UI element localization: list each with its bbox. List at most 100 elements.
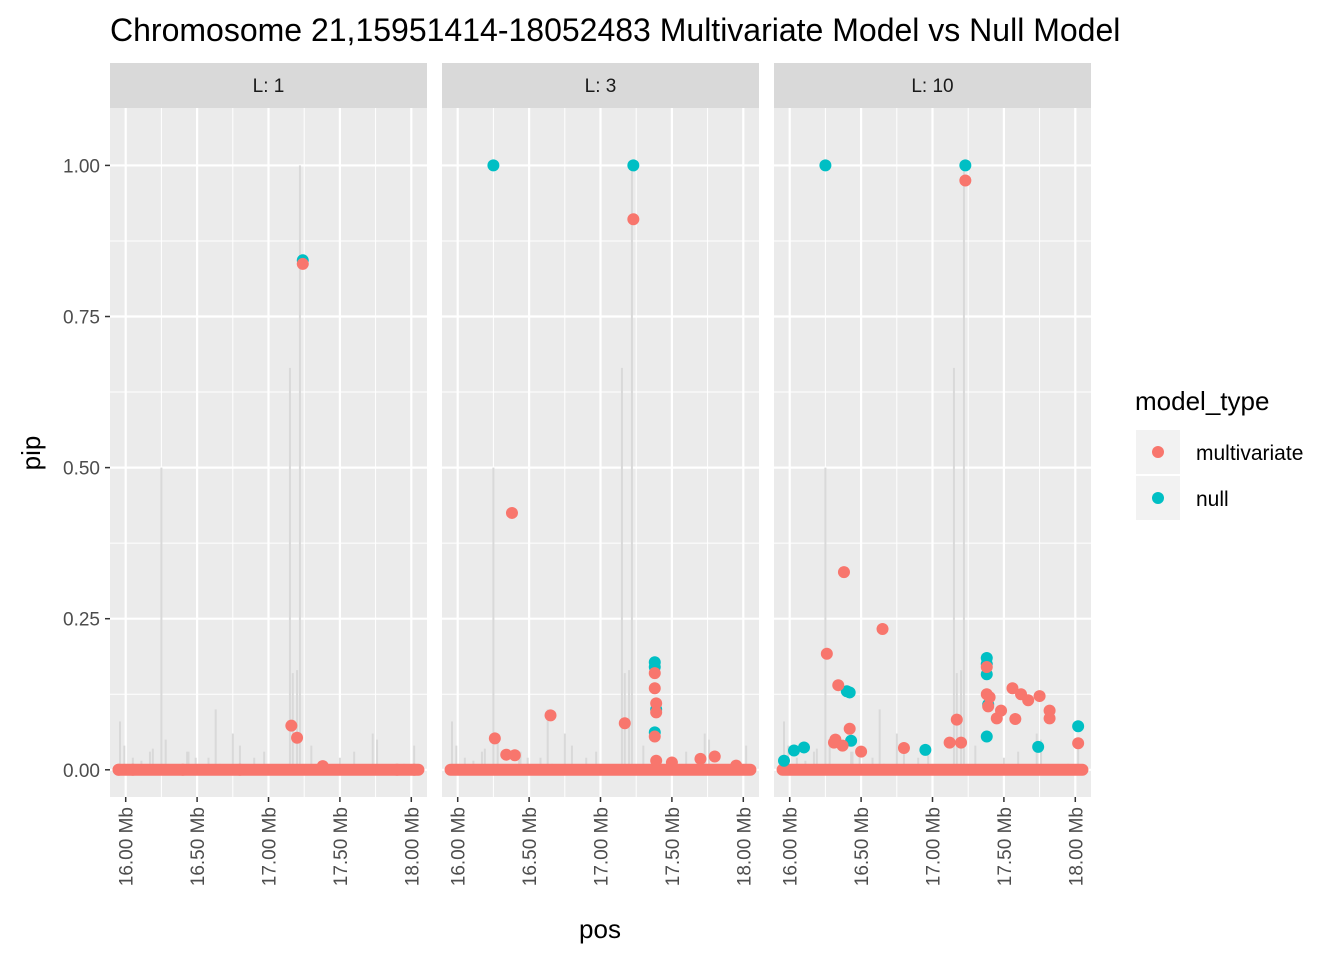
data-point-multivariate	[648, 730, 661, 743]
data-point-multivariate	[618, 717, 631, 730]
data-point-multivariate	[832, 679, 845, 692]
facet-panel: L: 3 16.00 Mb 16.50 Mb 17.00 Mb 17.50 Mb 18.0…	[442, 63, 759, 886]
data-point-multivariate	[648, 667, 661, 680]
data-point-null	[787, 744, 800, 757]
data-point-null	[1072, 720, 1085, 733]
data-point-multivariate	[508, 749, 521, 762]
data-point-multivariate	[982, 700, 995, 713]
data-point-multivariate	[955, 736, 968, 749]
data-point-multivariate	[1033, 690, 1046, 703]
data-point-multivariate	[995, 704, 1008, 717]
data-point-multivariate	[233, 763, 246, 776]
data-point-multivariate	[285, 719, 298, 732]
y-tick-label: 0.25	[63, 610, 100, 631]
data-point-null	[627, 159, 640, 172]
data-point-multivariate	[296, 257, 309, 270]
facet-panel: L: 10 16.00 Mb 16.50 Mb 17.00 Mb 17.50 Mb 18.…	[774, 63, 1091, 886]
x-tick-label: 17.00 Mb	[924, 807, 945, 886]
x-tick-label: 16.00 Mb	[781, 807, 802, 886]
data-point-null	[959, 159, 972, 172]
y-tick-label: 0.00	[63, 761, 100, 782]
data-point-multivariate	[855, 745, 868, 758]
y-tick-label: 0.50	[63, 459, 100, 480]
x-tick-label: 18.00 Mb	[1066, 807, 1087, 886]
data-point-multivariate	[980, 661, 993, 674]
legend-label: multivariate	[1196, 442, 1303, 465]
data-point-multivariate	[837, 566, 850, 579]
x-tick-label: 17.50 Mb	[995, 807, 1016, 886]
data-point-multivariate	[730, 759, 743, 772]
facet-strip	[442, 63, 759, 108]
data-point-null	[1032, 740, 1045, 753]
legend: model_type multivariate null	[1135, 386, 1303, 520]
data-point-multivariate	[943, 736, 956, 749]
data-point-multivariate	[544, 709, 557, 722]
data-point-null	[819, 159, 832, 172]
data-point-multivariate	[876, 622, 889, 635]
x-tick-label: 17.00 Mb	[592, 807, 613, 886]
data-point-multivariate	[505, 506, 518, 519]
x-tick-label: 17.50 Mb	[331, 807, 352, 886]
x-tick-label: 17.00 Mb	[260, 807, 281, 886]
y-tick-label: 0.75	[63, 308, 100, 329]
facet-strip	[774, 63, 1091, 108]
legend-title: model_type	[1135, 386, 1269, 416]
x-tick-label: 16.50 Mb	[188, 807, 209, 886]
x-tick-label: 18.00 Mb	[734, 807, 755, 886]
data-point-multivariate	[112, 763, 125, 776]
data-point-multivariate	[820, 647, 833, 660]
data-point-multivariate	[959, 174, 972, 187]
data-point-multivariate	[665, 756, 678, 769]
data-point-multivariate	[950, 713, 963, 726]
data-point-null	[777, 754, 790, 767]
data-point-multivariate	[694, 752, 707, 765]
facet-panel: L: 1 16.00 Mb 16.50 Mb 17.00 Mb 17.50 Mb 18.0…	[110, 63, 427, 886]
y-axis-title: pip	[16, 436, 46, 471]
data-point-multivariate	[500, 748, 513, 761]
data-point-null	[487, 159, 500, 172]
data-point-multivariate	[126, 763, 139, 776]
facet-strip	[110, 63, 427, 108]
data-point-multivariate	[488, 732, 501, 745]
data-point-multivariate	[1022, 694, 1035, 707]
data-point-null	[919, 743, 932, 756]
data-point-multivariate	[176, 763, 189, 776]
data-point-multivariate	[983, 691, 996, 704]
data-point-multivariate	[1072, 737, 1085, 750]
x-tick-label: 17.50 Mb	[663, 807, 684, 886]
facet-panels: L: 1 16.00 Mb 16.50 Mb 17.00 Mb 17.50 Mb 18.0…	[63, 63, 1091, 886]
data-point-multivariate	[650, 706, 663, 719]
data-point-multivariate	[1043, 712, 1056, 725]
data-point-multivariate	[316, 760, 329, 773]
x-tick-label: 16.50 Mb	[852, 807, 873, 886]
legend-symbol-multivariate	[1152, 446, 1164, 458]
facet-strip-label: L: 3	[585, 76, 617, 97]
data-point-multivariate	[291, 731, 304, 744]
data-point-multivariate	[391, 763, 404, 776]
data-point-multivariate	[1006, 682, 1019, 695]
legend-symbol-null	[1152, 492, 1164, 504]
legend-label: null	[1196, 488, 1229, 511]
facet-strip-label: L: 1	[253, 76, 285, 97]
data-point-multivariate	[650, 754, 663, 767]
chart-title: Chromosome 21,15951414-18052483 Multivar…	[110, 12, 1120, 48]
x-axis-title: pos	[579, 914, 621, 944]
x-tick-label: 18.00 Mb	[402, 807, 423, 886]
data-point-null	[843, 686, 856, 699]
x-tick-label: 16.50 Mb	[520, 807, 541, 886]
data-point-null	[980, 730, 993, 743]
facet-strip-label: L: 10	[911, 76, 953, 97]
data-point-multivariate	[897, 742, 910, 755]
y-tick-label: 1.00	[63, 156, 100, 177]
data-point-null	[797, 741, 810, 754]
data-point-multivariate	[627, 213, 640, 226]
data-point-multivariate	[408, 763, 421, 776]
x-tick-label: 16.00 Mb	[449, 807, 470, 886]
data-point-multivariate	[1009, 713, 1022, 726]
data-point-multivariate	[648, 682, 661, 695]
data-point-multivariate	[836, 739, 849, 752]
data-point-multivariate	[650, 697, 663, 710]
x-tick-label: 16.00 Mb	[117, 807, 138, 886]
data-point-multivariate	[843, 722, 856, 735]
